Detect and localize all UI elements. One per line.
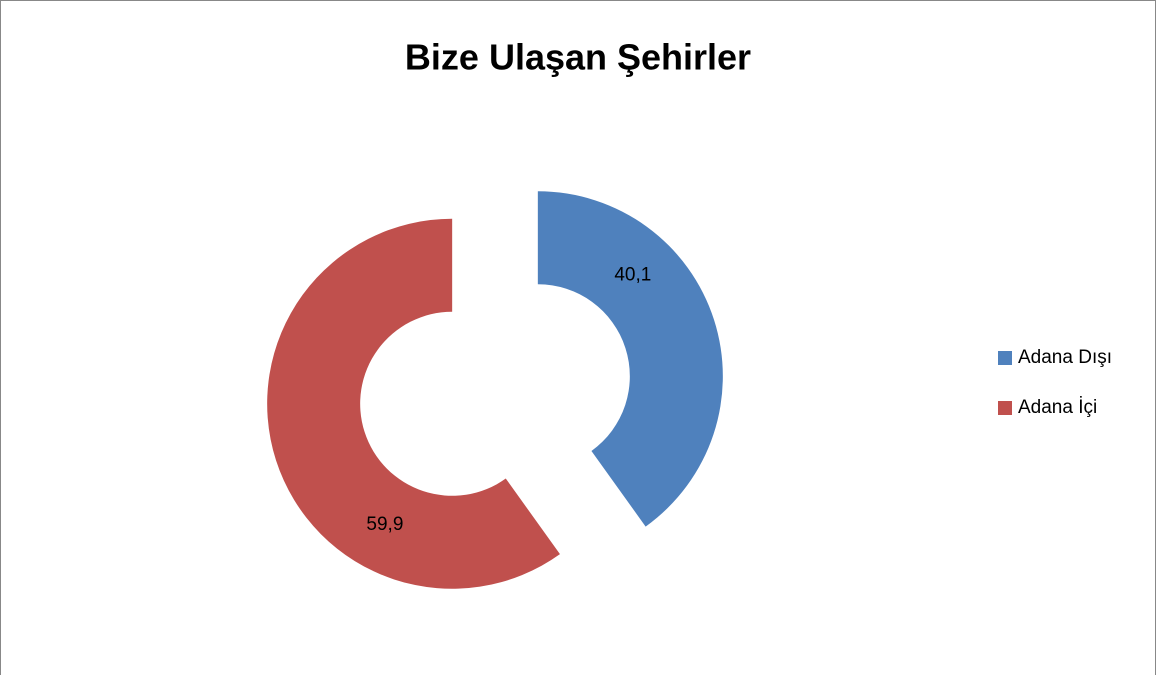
legend-swatch bbox=[998, 401, 1012, 415]
chart-title: Bize Ulaşan Şehirler bbox=[405, 37, 751, 78]
legend-label: Adana Dışı bbox=[1018, 347, 1112, 368]
legend-label: Adana İçi bbox=[1018, 397, 1097, 418]
data-label: 59,9 bbox=[366, 514, 403, 535]
donut-segment bbox=[267, 218, 560, 589]
data-label: 40,1 bbox=[614, 264, 651, 285]
donut-segment bbox=[537, 191, 723, 527]
legend-swatch bbox=[998, 351, 1012, 365]
